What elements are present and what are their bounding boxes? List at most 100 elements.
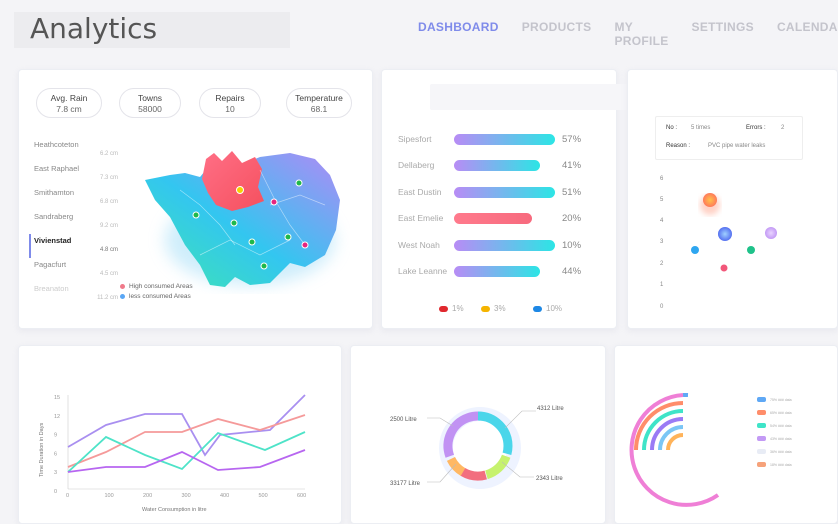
bar-pct: 10% <box>562 240 582 251</box>
donut-label: 2343 Litre <box>536 476 563 482</box>
bars-legend-1: 1% <box>439 304 464 313</box>
stat-towns: Towns 58000 <box>119 88 181 118</box>
stat-label: Temperature <box>295 93 343 103</box>
arcs-legend-item: 36% ### data <box>757 445 837 458</box>
list-item[interactable]: Heathcoteton 6.2 cm <box>34 140 124 164</box>
legend-label: 43% ### data <box>770 436 792 441</box>
arc-ring <box>642 409 684 451</box>
y-tick-label: 9 <box>54 433 57 439</box>
stat-label: Repairs <box>215 93 245 103</box>
list-item[interactable]: Sandraberg 9.2 cm <box>34 212 124 236</box>
bubble-y-axis: 6 5 4 3 2 1 0 <box>660 176 670 316</box>
legend-swatch <box>757 462 766 467</box>
place-value: 4.5 cm <box>99 271 118 277</box>
info-no-value: 5 times <box>691 125 711 131</box>
callout-line <box>427 463 457 483</box>
list-item-selected[interactable]: Vivienstad 4.8 cm <box>29 234 124 260</box>
bar-lake-leanne[interactable] <box>454 266 540 277</box>
series-line-violet <box>67 449 306 473</box>
arc-ring <box>634 401 684 451</box>
stat-label: Towns <box>137 93 163 103</box>
info-errors-label: Errors : <box>746 125 766 131</box>
bar-label: East Dustin <box>398 187 442 197</box>
callout-line <box>501 461 534 478</box>
list-item[interactable]: Breanaton 11.2 cm <box>34 284 124 308</box>
nav-calendar[interactable]: CALENDAR <box>776 20 838 34</box>
axis-tick: 0 <box>660 304 664 310</box>
x-tick-label: 500 <box>259 493 268 499</box>
arc-ring <box>666 433 684 451</box>
arcs-legend: 75% ### data 65% ### data 54% ### data 4… <box>757 393 837 471</box>
map-region-high <box>202 151 264 211</box>
nav-dashboard[interactable]: DASHBOARD <box>418 20 499 34</box>
bar-label: Dellaberg <box>398 160 435 170</box>
line-chart-card <box>18 345 342 524</box>
legend-swatch <box>533 305 542 312</box>
legend-swatch <box>757 423 766 428</box>
bar-sipesfort[interactable] <box>454 134 555 145</box>
arc-ring <box>658 425 684 451</box>
donut-label: 2500 Litre <box>390 417 417 423</box>
y-tick-label: 0 <box>54 489 57 495</box>
y-tick-label: 3 <box>54 470 57 476</box>
arcs-legend-item: 75% ### data <box>757 393 837 406</box>
x-tick-label: 200 <box>143 493 152 499</box>
list-item[interactable]: Pagacfurt 4.5 cm <box>34 260 124 284</box>
x-tick-label: 400 <box>220 493 229 499</box>
legend-swatch <box>757 449 766 454</box>
stat-value: 10 <box>225 104 235 114</box>
place-name: East Raphael <box>34 164 80 173</box>
axis-tick: 5 <box>660 197 664 203</box>
place-value: 9.2 cm <box>99 223 118 229</box>
x-tick-label: 600 <box>297 493 306 499</box>
info-box: No : 5 times Errors : 2 Reason : PVC pip… <box>655 116 803 160</box>
series-line-coral <box>67 414 306 468</box>
nav-settings[interactable]: SETTINGS <box>691 20 754 34</box>
callout-line <box>427 417 454 427</box>
bar-east-emelie[interactable] <box>454 213 532 224</box>
region-map[interactable] <box>140 145 350 295</box>
donut-label: 4312 Litre <box>537 406 564 412</box>
legend-label: less consumed Areas <box>129 293 191 300</box>
bubble <box>747 246 755 254</box>
radial-arcs-chart[interactable] <box>618 385 738 515</box>
legend-swatch <box>757 436 766 441</box>
place-name: Sandraberg <box>34 212 74 221</box>
place-value: 6.2 cm <box>99 151 118 157</box>
place-value: 4.8 cm <box>99 247 118 253</box>
y-axis-label: Time Duration in Days <box>39 423 45 477</box>
legend-label: High consumed Areas <box>129 283 193 290</box>
x-tick-label: 300 <box>182 493 191 499</box>
legend-swatch <box>757 397 766 402</box>
legend-dot <box>120 294 125 299</box>
nav-products[interactable]: PRODUCTS <box>521 20 592 34</box>
stat-value: 7.8 cm <box>56 104 82 114</box>
info-no-label: No : <box>666 125 678 131</box>
axis-tick: 3 <box>660 239 664 245</box>
list-item[interactable]: Smithamton 6.8 cm <box>34 188 124 212</box>
place-name: Pagacfurt <box>34 260 67 269</box>
place-name: Smithamton <box>34 188 75 197</box>
bubble-chart[interactable] <box>675 185 825 295</box>
bars-legend-3: 10% <box>533 304 562 313</box>
bar-east-dustin[interactable] <box>454 187 555 198</box>
stat-value: 58000 <box>138 104 162 114</box>
place-value: 6.8 cm <box>99 199 118 205</box>
axis-tick: 6 <box>660 176 664 182</box>
bar-west-noah[interactable] <box>454 240 555 251</box>
list-item[interactable]: East Raphael 7.3 cm <box>34 164 124 188</box>
x-tick-label: 100 <box>105 493 114 499</box>
donut-chart[interactable]: 2500 Litre 4312 Litre 33177 Litre 2343 L… <box>350 360 606 510</box>
legend-label: 75% ### data <box>770 397 792 402</box>
place-name: Heathcoteton <box>34 140 79 149</box>
map-legend-low: less consumed Areas <box>120 293 191 300</box>
bar-dellaberg[interactable] <box>454 160 540 171</box>
stat-avg-rain: Avg. Rain 7.8 cm <box>36 88 102 118</box>
bubble <box>718 227 732 241</box>
y-tick-label: 15 <box>54 395 60 401</box>
legend-label: 10% <box>546 304 563 313</box>
legend-label: 3% <box>494 304 506 313</box>
place-name: Vivienstad <box>34 236 72 245</box>
nav-my-profile[interactable]: MY PROFILE <box>614 20 669 48</box>
